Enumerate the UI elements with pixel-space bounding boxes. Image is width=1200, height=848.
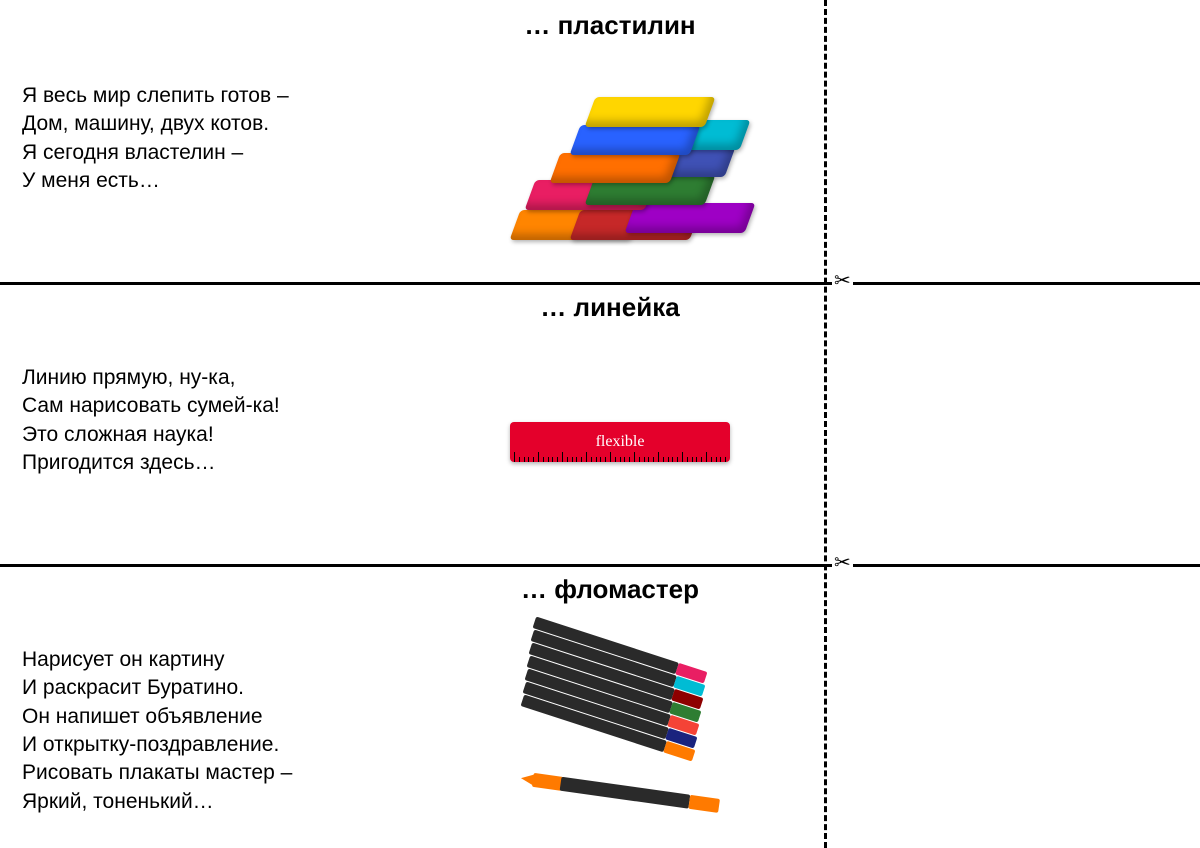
ruler-tick xyxy=(725,457,726,462)
answer-title: … фломастер xyxy=(410,574,810,605)
ruler-tick xyxy=(711,457,712,462)
ruler-tick xyxy=(557,457,558,462)
riddle-text: Нарисует он картину И раскрасит Буратино… xyxy=(22,646,292,816)
riddle-text: Я весь мир слепить готов – Дом, машину, … xyxy=(22,82,289,195)
ruler-tick xyxy=(615,457,616,462)
ruler-tick xyxy=(576,457,577,462)
plasticine-bar xyxy=(550,153,681,183)
ruler-tick xyxy=(538,452,539,462)
ruler-tick xyxy=(519,457,520,462)
ruler-tick xyxy=(610,452,611,462)
ruler-tick xyxy=(629,457,630,462)
ruler-tick xyxy=(624,457,625,462)
ruler-tick xyxy=(706,452,707,462)
plasticine-bar xyxy=(585,97,716,127)
ruler-tick xyxy=(567,457,568,462)
plasticine-bar xyxy=(570,125,701,155)
ruler-tick xyxy=(658,452,659,462)
ruler-tick xyxy=(552,457,553,462)
ruler-tick xyxy=(653,457,654,462)
ruler-tick xyxy=(591,457,592,462)
ruler-tick xyxy=(701,457,702,462)
ruler-tick xyxy=(562,452,563,462)
ruler-tick xyxy=(572,457,573,462)
answer-title: … пластилин xyxy=(410,10,810,41)
ruler-tick xyxy=(639,457,640,462)
ruler-tick xyxy=(692,457,693,462)
ruler-tick xyxy=(596,457,597,462)
ruler-tick xyxy=(644,457,645,462)
ruler-tick xyxy=(663,457,664,462)
ruler-tick xyxy=(524,457,525,462)
ruler-tick xyxy=(581,457,582,462)
ruler-tick xyxy=(696,457,697,462)
card-marker: … фломастер Нарисует он картину И раскра… xyxy=(0,564,1200,846)
illustration-plasticine xyxy=(500,55,740,265)
ruler-tick xyxy=(687,457,688,462)
ruler-tick xyxy=(543,457,544,462)
ruler-tick xyxy=(720,457,721,462)
ruler-label: flexible xyxy=(596,433,645,451)
card-ruler: … линейка Линию прямую, ну-ка, Сам нарис… xyxy=(0,282,1200,564)
single-marker xyxy=(520,771,720,813)
ruler-tick xyxy=(605,457,606,462)
ruler-tick xyxy=(672,457,673,462)
ruler-tick xyxy=(528,457,529,462)
ruler-tick xyxy=(668,457,669,462)
ruler-tick xyxy=(634,452,635,462)
ruler-tick xyxy=(548,457,549,462)
ruler-tick xyxy=(586,452,587,462)
ruler-tick xyxy=(620,457,621,462)
illustration-ruler: flexible xyxy=(500,337,740,547)
ruler-tick xyxy=(677,457,678,462)
card-plasticine: … пластилин Я весь мир слепить готов – Д… xyxy=(0,0,1200,282)
ruler-tick xyxy=(682,452,683,462)
ruler-tick xyxy=(514,452,515,462)
ruler-tick xyxy=(716,457,717,462)
riddle-text: Линию прямую, ну-ка, Сам нарисовать суме… xyxy=(22,364,280,477)
answer-title: … линейка xyxy=(410,292,810,323)
ruler-tick xyxy=(533,457,534,462)
illustration-markers xyxy=(500,619,740,829)
ruler-tick xyxy=(600,457,601,462)
ruler-tick xyxy=(648,457,649,462)
